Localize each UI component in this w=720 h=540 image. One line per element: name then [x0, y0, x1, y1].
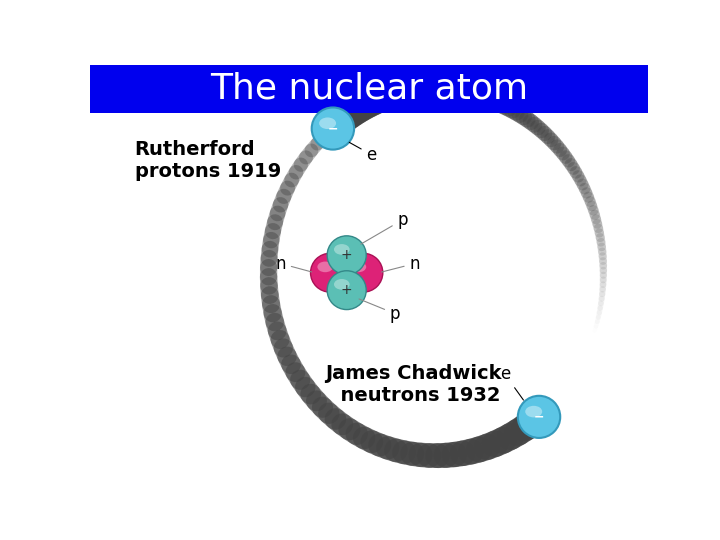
Ellipse shape [318, 261, 333, 272]
Text: n: n [382, 254, 420, 273]
Ellipse shape [319, 118, 336, 129]
Text: +: + [341, 283, 353, 297]
Text: +: + [341, 248, 353, 262]
Ellipse shape [312, 107, 354, 150]
Ellipse shape [310, 253, 350, 292]
Ellipse shape [518, 396, 560, 438]
Ellipse shape [327, 271, 366, 309]
Bar [90, 65, 648, 113]
Ellipse shape [343, 253, 383, 292]
Text: James Chadwick
  neutrons 1932: James Chadwick neutrons 1932 [325, 364, 502, 405]
Text: p: p [361, 211, 408, 244]
Text: −: − [328, 122, 338, 135]
Text: The nuclear atom: The nuclear atom [210, 72, 528, 106]
Ellipse shape [525, 406, 542, 417]
Text: e: e [500, 366, 523, 400]
Text: Rutherford
protons 1919: Rutherford protons 1919 [135, 140, 281, 181]
Text: −: − [534, 410, 544, 423]
Ellipse shape [327, 236, 366, 275]
Text: p: p [359, 299, 400, 323]
Text: e: e [349, 143, 377, 164]
Text: n: n [275, 254, 312, 273]
Ellipse shape [334, 279, 350, 289]
Ellipse shape [334, 244, 350, 255]
Ellipse shape [351, 261, 366, 272]
